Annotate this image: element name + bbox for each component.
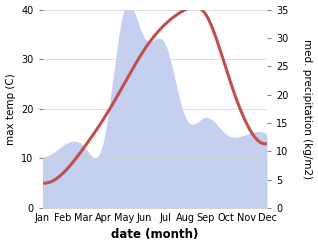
Y-axis label: max temp (C): max temp (C) [5, 73, 16, 145]
X-axis label: date (month): date (month) [111, 228, 198, 242]
Y-axis label: med. precipitation (kg/m2): med. precipitation (kg/m2) [302, 39, 313, 179]
